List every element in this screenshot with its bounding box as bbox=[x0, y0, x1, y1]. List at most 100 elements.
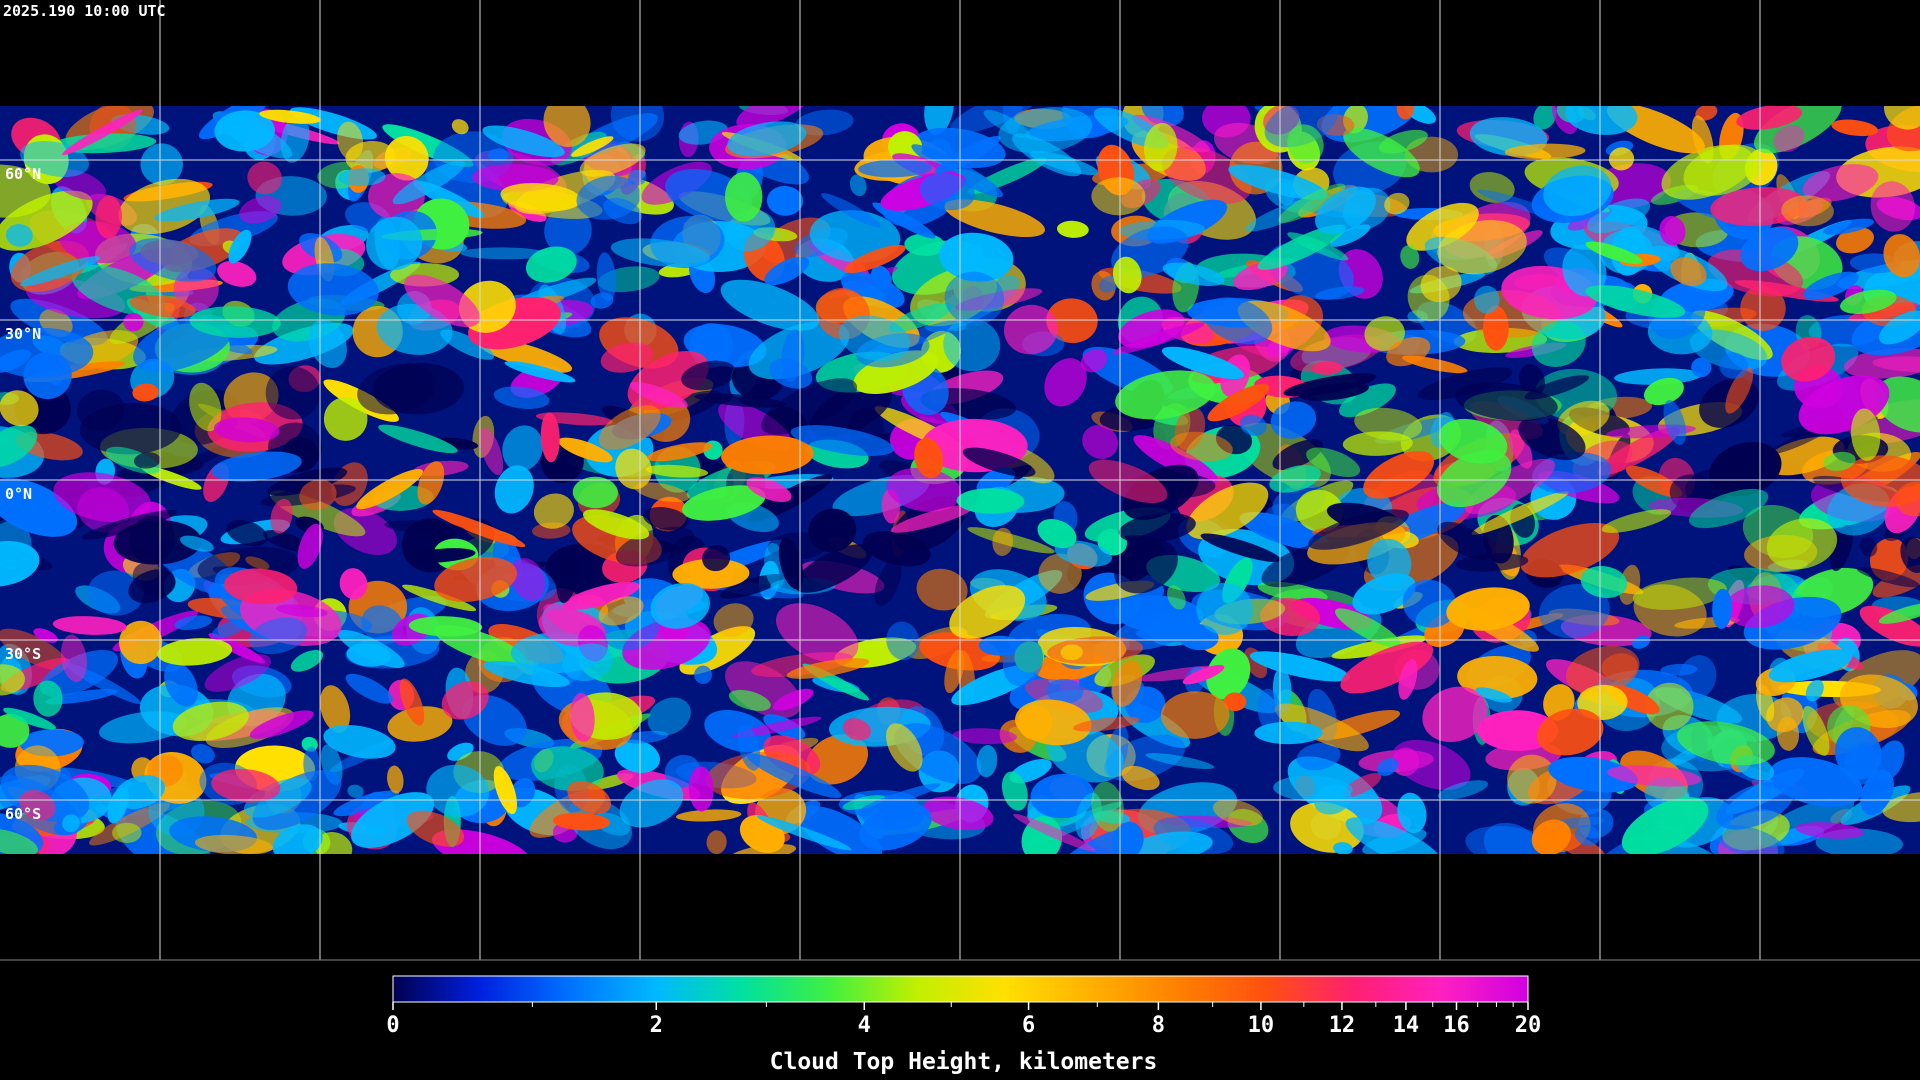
cloud bbox=[746, 477, 792, 503]
cloud bbox=[1670, 257, 1707, 287]
cloud bbox=[1621, 797, 1709, 854]
cloud bbox=[1446, 587, 1530, 631]
cloud bbox=[794, 544, 873, 593]
cloud bbox=[1562, 244, 1607, 297]
cloud bbox=[1601, 653, 1638, 681]
cloud bbox=[886, 621, 920, 661]
cloud bbox=[1724, 585, 1795, 628]
cloud bbox=[874, 559, 902, 607]
colorbar-tick-label: 20 bbox=[1515, 1013, 1542, 1038]
cloud bbox=[1013, 813, 1096, 852]
cloud bbox=[217, 260, 257, 287]
cloud bbox=[904, 233, 945, 256]
lat-label: 60°N bbox=[5, 165, 41, 183]
cloud bbox=[1781, 195, 1834, 227]
cloud bbox=[1773, 125, 1805, 153]
cloud bbox=[132, 561, 176, 596]
cloud bbox=[1580, 565, 1628, 599]
cloud bbox=[417, 461, 445, 505]
cloud bbox=[737, 724, 761, 771]
cloud bbox=[333, 790, 400, 817]
cloud bbox=[1160, 691, 1230, 739]
cloud bbox=[872, 202, 936, 239]
cloud bbox=[1464, 458, 1556, 515]
cloud bbox=[572, 476, 618, 509]
cloud bbox=[1539, 584, 1610, 639]
cloud bbox=[598, 405, 661, 451]
cloud bbox=[1073, 716, 1140, 732]
cloud bbox=[603, 197, 643, 225]
cloud bbox=[1170, 431, 1233, 462]
cloud bbox=[1343, 127, 1420, 178]
cloud bbox=[1585, 285, 1686, 318]
cloud bbox=[0, 541, 40, 587]
cloud bbox=[1518, 416, 1586, 461]
cloud bbox=[1396, 106, 1415, 120]
cloud bbox=[1296, 742, 1341, 771]
cloud bbox=[408, 616, 483, 637]
cloud bbox=[408, 548, 476, 563]
cloud bbox=[1437, 521, 1493, 560]
cloud bbox=[790, 425, 895, 457]
cloud bbox=[1509, 429, 1533, 469]
cloud bbox=[672, 558, 750, 589]
cloud bbox=[1803, 271, 1859, 300]
cloud bbox=[113, 520, 202, 565]
timestamp: 2025.190 10:00 UTC bbox=[3, 2, 166, 20]
cloud bbox=[1536, 708, 1604, 756]
cloud bbox=[808, 508, 857, 553]
cloud bbox=[1167, 585, 1186, 610]
cloud bbox=[132, 383, 159, 402]
cloud bbox=[1115, 370, 1216, 420]
cloud bbox=[1386, 336, 1431, 367]
cloud bbox=[338, 168, 386, 187]
cloud bbox=[571, 136, 614, 157]
cloud bbox=[643, 507, 689, 531]
cloud bbox=[299, 479, 337, 511]
cloud bbox=[761, 378, 858, 435]
cloud bbox=[1608, 147, 1635, 171]
cloud bbox=[345, 673, 393, 704]
cloud bbox=[297, 523, 323, 569]
cloud bbox=[270, 498, 293, 534]
cloud bbox=[1133, 435, 1218, 484]
cloud bbox=[1121, 765, 1160, 791]
cloud bbox=[441, 681, 489, 720]
cloud bbox=[1437, 220, 1527, 275]
cloud bbox=[786, 658, 870, 679]
cloud bbox=[1377, 758, 1399, 776]
cloud bbox=[647, 697, 691, 736]
cloud bbox=[1802, 164, 1879, 202]
colorbar-tick-label: 16 bbox=[1443, 1013, 1470, 1038]
cloud bbox=[164, 662, 198, 707]
colorbar-ramp bbox=[392, 975, 1529, 1003]
cloud bbox=[140, 143, 184, 186]
cloud bbox=[1831, 119, 1879, 137]
cloud bbox=[1483, 305, 1509, 351]
cloud bbox=[129, 238, 217, 282]
cloud bbox=[976, 744, 998, 778]
cloud bbox=[239, 196, 282, 224]
cloud bbox=[890, 504, 974, 533]
cloud bbox=[1574, 824, 1600, 846]
cloud bbox=[1805, 679, 1824, 702]
cloud bbox=[1202, 297, 1273, 345]
cloud bbox=[766, 185, 804, 216]
cloud bbox=[1038, 553, 1082, 594]
cloud bbox=[205, 707, 294, 748]
cloud bbox=[154, 198, 240, 222]
cloud bbox=[1046, 298, 1098, 344]
cloud bbox=[265, 366, 321, 420]
colorbar-tick-label: 12 bbox=[1329, 1013, 1356, 1038]
cloud bbox=[943, 318, 1001, 372]
cloud bbox=[1471, 491, 1569, 535]
cloud bbox=[911, 144, 1004, 198]
cloud bbox=[1398, 659, 1418, 700]
cloud bbox=[1879, 310, 1920, 345]
cloud bbox=[1254, 721, 1323, 745]
cloud bbox=[1315, 186, 1376, 235]
cloud bbox=[647, 442, 713, 462]
cloud bbox=[1367, 538, 1412, 587]
cloud bbox=[570, 692, 595, 743]
cloud bbox=[1207, 384, 1270, 422]
